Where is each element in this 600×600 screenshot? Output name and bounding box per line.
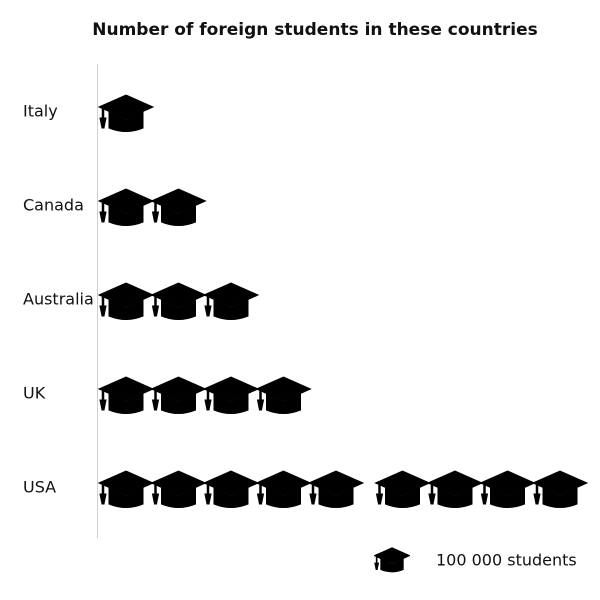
- icon-australia-2: [150, 281, 207, 321]
- icon-usa-1: [97, 469, 155, 509]
- axis-line: [97, 64, 98, 538]
- chart-title: Number of foreign students in these coun…: [92, 20, 538, 40]
- icon-australia-1: [97, 281, 155, 321]
- icon-usa-3: [202, 469, 260, 509]
- category-label-italy: Italy: [23, 101, 58, 121]
- icon-usa-7: [426, 469, 484, 509]
- icon-uk-3: [202, 375, 260, 415]
- legend-label: 100 000 students: [436, 550, 577, 570]
- icon-uk-2: [150, 375, 207, 415]
- icon-uk-1: [97, 375, 155, 415]
- category-label-uk: UK: [23, 383, 46, 403]
- legend-icon: [373, 546, 411, 576]
- icon-italy-1: [97, 93, 155, 133]
- icon-usa-8: [479, 469, 536, 509]
- icon-australia-3: [202, 281, 260, 321]
- category-label-canada: Canada: [23, 195, 84, 215]
- category-label-usa: USA: [23, 477, 57, 497]
- icon-usa-4: [255, 469, 312, 509]
- category-label-australia: Australia: [23, 289, 94, 309]
- icon-usa-6: [374, 469, 431, 509]
- icon-canada-1: [97, 187, 155, 227]
- icon-usa-5: [307, 469, 365, 509]
- icon-usa-2: [150, 469, 207, 509]
- icon-uk-4: [255, 375, 312, 415]
- icon-canada-2: [150, 187, 207, 227]
- icon-usa-9: [531, 469, 589, 509]
